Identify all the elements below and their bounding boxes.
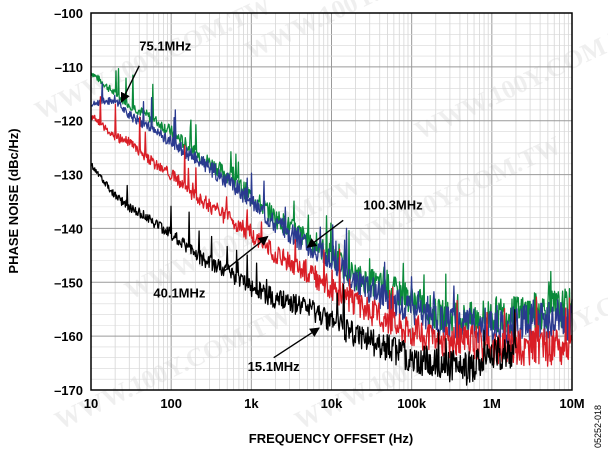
x-tick-labels: 10 100 1k 10k 100k 1M 10M <box>84 396 585 411</box>
figure-id: 05252-018 <box>593 405 603 448</box>
y-tick-label: –160 <box>54 329 83 344</box>
watermark-text: WWW.100Y.COM.TW <box>240 0 486 65</box>
series-line-75.1MHz <box>90 82 573 345</box>
annotation-arrow <box>120 65 140 103</box>
annotation-label: 15.1MHz <box>248 359 301 374</box>
x-tick-label: 10k <box>321 396 343 411</box>
y-tick-labels: –100 –110 –120 –130 –140 –150 –160 –170 <box>54 6 83 398</box>
annotation-arrow <box>273 327 320 359</box>
annotation-label: 75.1MHz <box>139 39 192 54</box>
y-tick-label: –120 <box>54 114 83 129</box>
annotation-label: 40.1MHz <box>153 285 206 300</box>
y-tick-label: –130 <box>54 168 83 183</box>
annotation-label: 100.3MHz <box>363 198 423 213</box>
x-tick-label: 1M <box>483 396 501 411</box>
series-line-15.1MHz <box>90 162 517 386</box>
x-tick-label: 10M <box>559 396 584 411</box>
x-tick-label: 1k <box>244 396 259 411</box>
x-tick-label: 10 <box>84 396 98 411</box>
plot-frame <box>90 12 573 391</box>
y-tick-label: –140 <box>54 221 83 236</box>
y-tick-label: –170 <box>54 383 83 398</box>
x-axis-title: FREQUENCY OFFSET (Hz) <box>249 431 413 446</box>
x-tick-label: 100 <box>160 396 182 411</box>
x-tick-label: 100k <box>397 396 427 411</box>
y-axis-title: PHASE NOISE (dBc/Hz) <box>6 128 21 273</box>
series-lines <box>90 67 573 386</box>
annotation-arrow <box>223 235 269 273</box>
y-tick-label: –100 <box>54 6 83 21</box>
annotation-arrow <box>306 219 344 248</box>
y-tick-label: –150 <box>54 275 83 290</box>
annotations: 75.1MHz 100.3MHz 40.1MHz 15.1MHz <box>120 39 423 374</box>
y-tick-label: –110 <box>55 60 83 75</box>
